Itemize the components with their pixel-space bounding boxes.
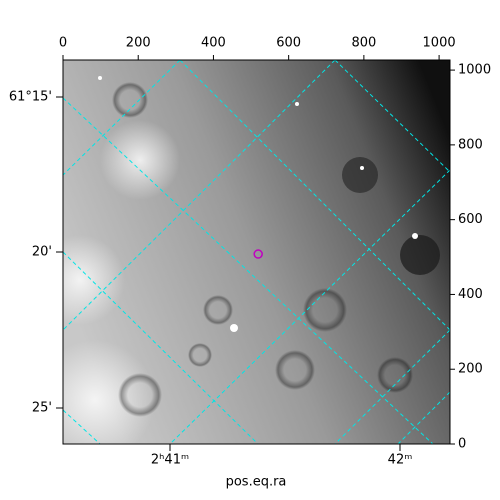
- x-tick-label: 800: [351, 36, 376, 51]
- x-tick-label: 600: [276, 36, 301, 51]
- grid-line: [397, 391, 450, 444]
- world-x-label: 42ᵐ: [388, 453, 413, 468]
- x-tick-label: 0: [59, 36, 67, 51]
- image: [63, 60, 450, 444]
- y-tick-label: 200: [458, 362, 483, 377]
- grid-line: [169, 169, 450, 444]
- world-y-label: 20': [32, 245, 52, 260]
- marker: [253, 249, 263, 259]
- y-tick-label: 0: [458, 437, 466, 452]
- y-tick-label: 600: [458, 212, 483, 227]
- grid-line: [179, 60, 450, 331]
- grid-line: [63, 97, 434, 444]
- world-y-label: 61°15': [9, 90, 52, 105]
- grid-line: [63, 60, 336, 331]
- x-tick-label: 400: [201, 36, 226, 51]
- grid-line: [63, 251, 259, 444]
- world-y-label: 25': [32, 401, 52, 416]
- grid-line: [334, 60, 450, 173]
- grid-line: [63, 60, 181, 176]
- y-tick-label: 400: [458, 287, 483, 302]
- x-tick-label: 200: [126, 36, 151, 51]
- x-axis-label: pos.eq.ra: [226, 475, 287, 490]
- grid-line: [63, 409, 101, 444]
- world-grid: [63, 60, 450, 444]
- y-tick-label: 800: [458, 137, 483, 152]
- world-x-label: 2ʰ41ᵐ: [151, 453, 189, 468]
- y-tick-label: 1000: [458, 63, 491, 78]
- grid-line: [334, 329, 450, 444]
- x-tick-label: 1000: [423, 36, 456, 51]
